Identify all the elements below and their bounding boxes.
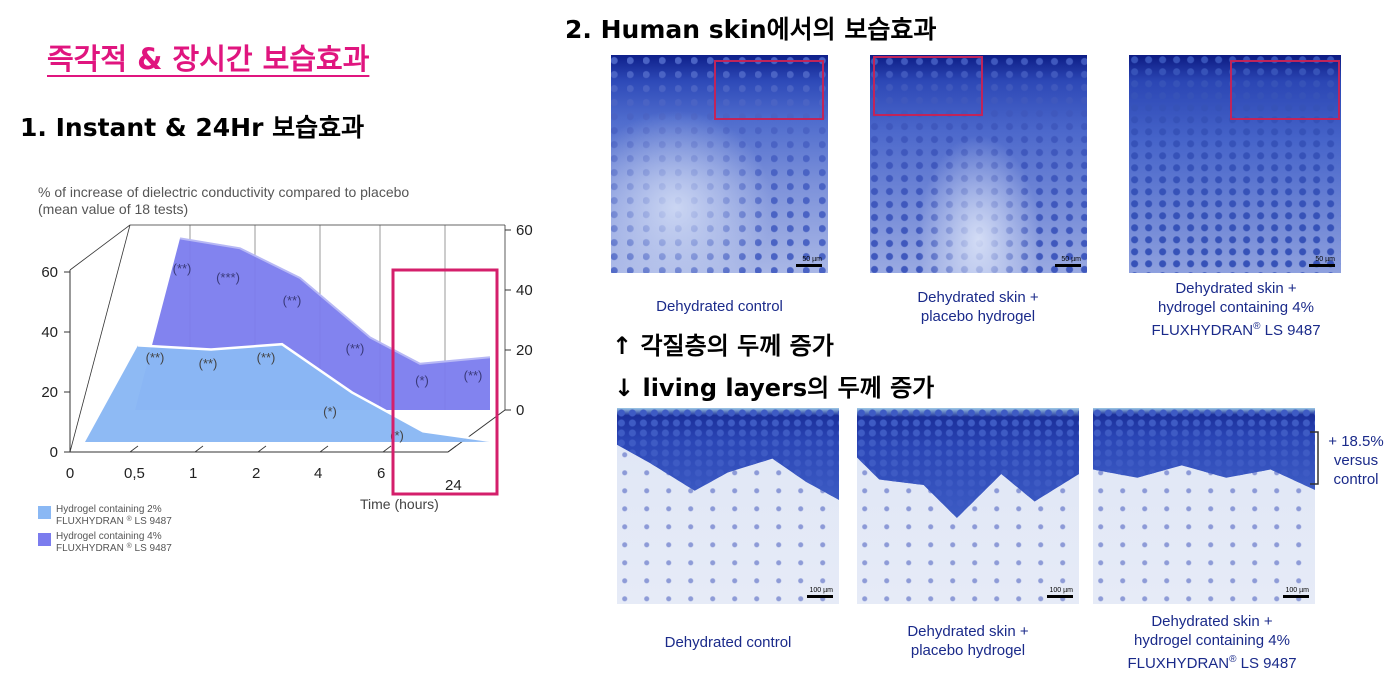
svg-text:(**): (**) xyxy=(283,293,302,308)
highlight-box-top-control xyxy=(714,60,824,120)
svg-text:20: 20 xyxy=(41,384,58,401)
micrograph-bottom-placebo: 100 µm xyxy=(857,408,1079,604)
scale-bar xyxy=(1047,595,1073,598)
epidermis-layer xyxy=(617,408,839,500)
scale-label: 100 µm xyxy=(809,587,834,594)
svg-text:0: 0 xyxy=(516,402,524,419)
page-title: 즉각적 & 장시간 보습효과 xyxy=(47,42,370,76)
legend-label-4pct-line1: Hydrogel containing 4% xyxy=(56,531,162,542)
scale-label: 50 µm xyxy=(1061,256,1081,263)
section1-heading: 1. Instant & 24Hr 보습효과 xyxy=(20,113,365,142)
note-stratum-corneum: ↑ 각질층의 두께 증가 xyxy=(612,332,834,360)
caption-top-4pct: Dehydrated skin + hydrogel containing 4%… xyxy=(1151,280,1321,339)
micrograph-top-control: 50 µm xyxy=(611,55,828,273)
svg-text:4: 4 xyxy=(314,465,322,482)
caption-bottom-control: Dehydrated control xyxy=(664,634,792,651)
svg-text:20: 20 xyxy=(516,342,533,359)
chart-highlight-box xyxy=(391,268,499,496)
legend-label-4pct-line2: FLUXHYDRAN ® LS 9487 xyxy=(56,542,172,554)
scale-bar xyxy=(1309,264,1335,267)
legend-label-2pct-line2: FLUXHYDRAN ® LS 9487 xyxy=(56,515,172,527)
legend-swatch-4pct xyxy=(38,533,51,546)
svg-text:40: 40 xyxy=(41,324,58,341)
svg-text:(**): (**) xyxy=(257,350,276,365)
chart-xlabel: Time (hours) xyxy=(360,496,439,512)
svg-text:0: 0 xyxy=(66,465,74,482)
legend-swatch-2pct xyxy=(38,506,51,519)
svg-text:(*): (*) xyxy=(415,373,429,388)
scale-label: 100 µm xyxy=(1285,587,1310,594)
increase-label: + 18.5% versus control xyxy=(1328,433,1384,488)
svg-text:(**): (**) xyxy=(199,356,218,371)
svg-text:(**): (**) xyxy=(146,350,165,365)
caption-top-control: Dehydrated control xyxy=(656,298,783,315)
scale-bar xyxy=(1055,264,1081,267)
scale-bar xyxy=(796,264,822,267)
svg-text:(**): (**) xyxy=(346,341,365,356)
scale-label: 50 µm xyxy=(1315,256,1335,263)
note-living-layers: ↓ living layers의 두께 증가 xyxy=(614,374,935,402)
svg-text:(**): (**) xyxy=(464,368,483,383)
svg-text:(*): (*) xyxy=(323,404,337,419)
svg-text:0: 0 xyxy=(50,444,58,461)
epidermis-layer xyxy=(857,408,1079,518)
micrograph-bottom-4pct: 100 µm xyxy=(1093,408,1315,604)
svg-text:0,5: 0,5 xyxy=(124,465,145,482)
thickness-bracket xyxy=(1310,431,1319,485)
epidermis-layer xyxy=(1093,408,1315,490)
scale-label: 100 µm xyxy=(1049,587,1074,594)
caption-top-placebo: Dehydrated skin + placebo hydrogel xyxy=(917,289,1039,325)
svg-text:2: 2 xyxy=(252,465,260,482)
caption-bottom-placebo: Dehydrated skin + placebo hydrogel xyxy=(907,623,1029,659)
svg-text:24: 24 xyxy=(445,477,462,494)
legend-label-2pct-line1: Hydrogel containing 2% xyxy=(56,504,162,515)
svg-text:(***): (***) xyxy=(216,270,240,285)
svg-text:6: 6 xyxy=(377,465,385,482)
micrograph-top-placebo: 50 µm xyxy=(870,55,1087,273)
chart-title-line2: (mean value of 18 tests) xyxy=(38,201,188,217)
chart-frame xyxy=(69,224,506,453)
svg-text:60: 60 xyxy=(516,222,533,239)
caption-bottom-4pct: Dehydrated skin + hydrogel containing 4%… xyxy=(1127,613,1297,672)
scale-bar xyxy=(1283,595,1309,598)
chart-title-line1: % of increase of dielectric conductivity… xyxy=(38,184,409,200)
micrograph-top-4pct: 50 µm xyxy=(1129,55,1341,273)
micrograph-bottom-control: 100 µm xyxy=(617,408,839,604)
conductivity-chart: % of increase of dielectric conductivity… xyxy=(38,184,533,554)
svg-text:40: 40 xyxy=(516,282,533,299)
highlight-box-top-placebo xyxy=(873,56,983,116)
section2-heading: 2. Human skin에서의 보습효과 xyxy=(565,15,937,44)
scale-bar xyxy=(807,595,833,598)
scale-label: 50 µm xyxy=(802,256,822,263)
svg-text:60: 60 xyxy=(41,264,58,281)
svg-text:(**): (**) xyxy=(173,261,192,276)
highlight-box-top-4pct xyxy=(1230,60,1340,120)
svg-text:1: 1 xyxy=(189,465,197,482)
